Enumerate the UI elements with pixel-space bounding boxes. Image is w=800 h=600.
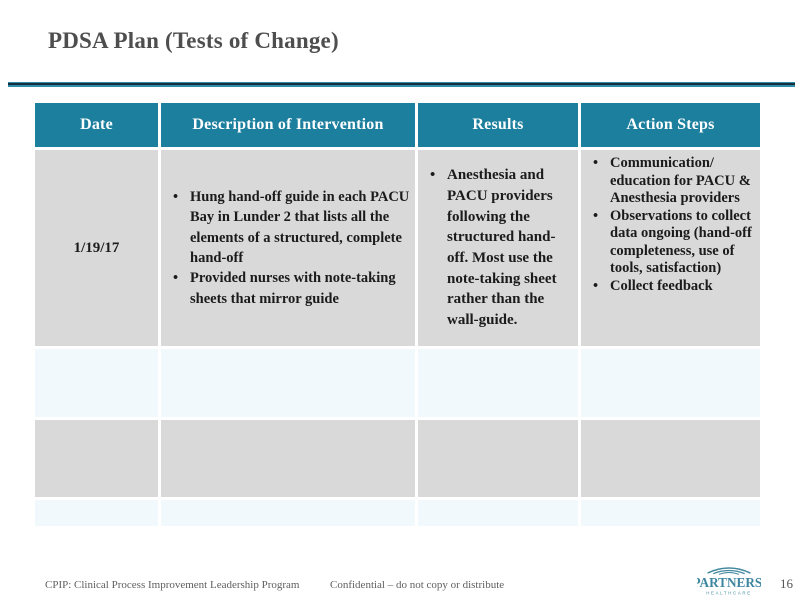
page-title: PDSA Plan (Tests of Change) xyxy=(48,28,339,53)
empty-cell xyxy=(35,349,158,417)
date-cell: 1/19/17 xyxy=(35,150,158,346)
bullet-item: Provided nurses with note-taking sheets … xyxy=(161,268,413,309)
bullet-item: Observations to collect data ongoing (ha… xyxy=(581,208,758,278)
logo-subtext: HEALTHCARE xyxy=(706,590,752,595)
bullet-item: Hung hand-off guide in each PACU Bay in … xyxy=(161,187,413,268)
empty-cell xyxy=(581,420,760,497)
empty-cell xyxy=(581,349,760,417)
footer-confidential-text: Confidential – do not copy or distribute xyxy=(330,579,505,591)
empty-cell xyxy=(418,420,578,497)
footer-program-text: CPIP: Clinical Process Improvement Leade… xyxy=(45,579,300,591)
partners-healthcare-logo: PARTNERS. HEALTHCARE xyxy=(697,567,761,595)
pdsa-table: Date Description of Intervention Results… xyxy=(35,103,760,526)
column-header-description: Description of Intervention xyxy=(161,103,415,147)
empty-cell xyxy=(418,349,578,417)
column-header-results: Results xyxy=(418,103,578,147)
empty-cell xyxy=(35,500,158,526)
column-header-action-steps: Action Steps xyxy=(581,103,760,147)
logo-wordmark: PARTNERS. xyxy=(697,575,761,590)
empty-cell xyxy=(161,500,415,526)
empty-cell xyxy=(581,500,760,526)
empty-cell xyxy=(35,420,158,497)
bullet-item: Anesthesia and PACU providers following … xyxy=(418,165,576,331)
description-cell: Hung hand-off guide in each PACU Bay in … xyxy=(161,150,415,346)
empty-cell xyxy=(418,500,578,526)
title-divider-rule xyxy=(8,82,795,87)
column-header-date: Date xyxy=(35,103,158,147)
results-cell: Anesthesia and PACU providers following … xyxy=(418,150,578,346)
bullet-item: Collect feedback xyxy=(581,278,758,296)
page-number: 16 xyxy=(780,576,793,591)
empty-cell xyxy=(161,349,415,417)
bullet-item: Communication/ education for PACU & Anes… xyxy=(581,155,758,208)
empty-cell xyxy=(161,420,415,497)
action-steps-cell: Communication/ education for PACU & Anes… xyxy=(581,150,760,346)
